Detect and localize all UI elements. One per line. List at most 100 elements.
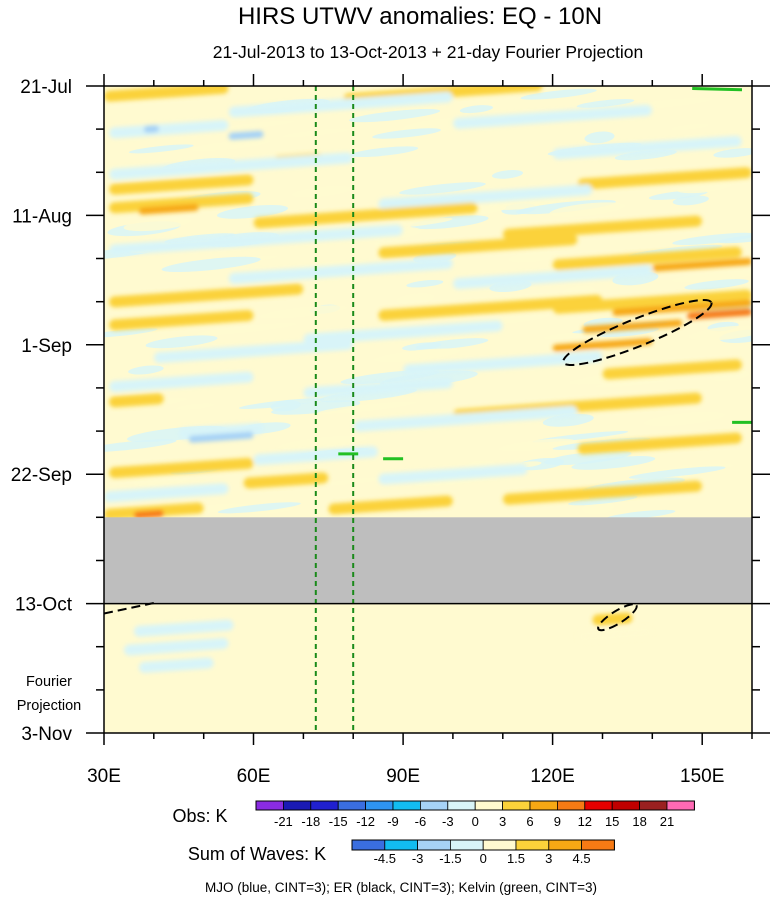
- anomaly-band: [109, 119, 229, 139]
- chart-title: HIRS UTWV anomalies: EQ - 10N: [238, 3, 602, 30]
- colorbar-level-label: -12: [356, 814, 375, 829]
- anomaly-band: [403, 351, 603, 376]
- projection-label-line1: Fourier: [26, 674, 72, 690]
- waves-colorbar: -4.5 -3 -1.5 0 1.5 3 4.5: [351, 839, 615, 866]
- texture-patch: [128, 144, 194, 154]
- texture-patch: [271, 400, 361, 415]
- chart-subtitle: 21-Jul-2013 to 13-Oct-2013 + 21-day Four…: [213, 42, 643, 62]
- texture-patch: [277, 435, 368, 450]
- anomaly-band: [503, 480, 702, 505]
- texture-patch: [216, 205, 289, 219]
- anomaly-band: [582, 319, 683, 334]
- texture-patch: [672, 195, 709, 206]
- colorbar-swatch: [351, 839, 386, 851]
- colorbar-level-label: 3: [545, 851, 552, 866]
- colorbar-swatch: [639, 800, 668, 811]
- texture-patch: [595, 377, 674, 388]
- colorbar-swatch: [611, 800, 641, 811]
- anomaly-band: [453, 264, 653, 290]
- anomaly-band: [552, 246, 742, 271]
- anomaly-band: [378, 184, 593, 210]
- anomaly-bands: [104, 86, 752, 673]
- axis-ticks: [86, 74, 770, 745]
- colorbar-level-label: 9: [554, 814, 561, 829]
- colorbar-swatch: [282, 800, 312, 811]
- y-tick-label: 13-Oct: [15, 595, 73, 616]
- texture-patch: [597, 326, 659, 338]
- colorbar-swatch: [447, 800, 476, 811]
- texture-patch: [196, 322, 297, 336]
- anomaly-band: [104, 483, 229, 503]
- texture-patch: [133, 473, 191, 487]
- anomaly-band: [577, 167, 752, 190]
- er-segment-contour: [104, 602, 155, 615]
- er-ellipse-contour: [597, 603, 638, 632]
- texture-patch: [350, 146, 419, 158]
- texture-patch: [128, 365, 164, 375]
- anomaly-band: [243, 472, 329, 489]
- anomaly-band: [577, 432, 742, 455]
- texture-patch: [576, 99, 635, 108]
- anomaly-band: [612, 299, 752, 316]
- texture-patch: [459, 105, 494, 114]
- texture-patch: [614, 149, 677, 161]
- anomaly-band: [134, 619, 234, 637]
- anomaly-band: [577, 626, 653, 643]
- waves-legend-label: Sum of Waves: K: [188, 844, 326, 864]
- x-tick-label: 30E: [87, 766, 121, 787]
- colorbar-level-label: 21: [660, 814, 674, 829]
- anomaly-band: [109, 457, 254, 479]
- colorbar-swatch: [502, 800, 531, 811]
- anomaly-band: [378, 463, 528, 485]
- plot-frame: [103, 85, 753, 734]
- anomaly-band: [109, 310, 254, 331]
- colorbar-swatch: [417, 839, 451, 851]
- anomaly-band: [552, 135, 742, 160]
- texture-patch: [676, 181, 732, 194]
- colorbar-level-label: 18: [632, 814, 646, 829]
- texture-patch: [520, 88, 597, 100]
- texture-patch: [104, 439, 177, 453]
- anomaly-band: [138, 203, 199, 215]
- anomaly-band: [328, 495, 453, 515]
- texture-patch: [571, 456, 656, 470]
- texture-patch: [161, 256, 261, 273]
- anomaly-band: [253, 202, 478, 229]
- footnote: MJO (blue, CINT=3); ER (black, CINT=3); …: [205, 880, 597, 895]
- anomaly-band: [552, 289, 752, 314]
- texture-patch: [498, 438, 576, 452]
- colorbar-swatch: [548, 839, 582, 851]
- colorbar-swatch: [310, 800, 339, 811]
- colorbar-swatch: [529, 800, 558, 811]
- texture-patch: [717, 233, 752, 244]
- anomaly-band: [687, 308, 752, 320]
- x-tick-label: 150E: [680, 766, 724, 787]
- anomaly-band: [378, 234, 578, 259]
- anomaly-band: [143, 125, 159, 133]
- x-tick-label: 60E: [237, 766, 271, 787]
- texture-patch: [217, 502, 301, 514]
- texture-patch: [349, 109, 441, 123]
- y-tick-label: 22-Sep: [11, 465, 72, 486]
- texture-patch: [406, 279, 444, 288]
- texture-patch: [396, 293, 435, 305]
- colorbar-level-label: -4.5: [374, 851, 396, 866]
- anomaly-band: [109, 152, 353, 180]
- colorbar-swatch: [255, 800, 284, 811]
- colorbar-level-label: -18: [301, 814, 320, 829]
- texture-patch: [622, 493, 670, 502]
- texture-patch: [672, 232, 752, 245]
- anomaly-band: [109, 371, 254, 392]
- texture-patch: [402, 342, 442, 351]
- colorbar-level-label: 4.5: [573, 851, 591, 866]
- texture-patch: [291, 185, 353, 198]
- texture-patch: [494, 292, 560, 304]
- x-axis-labels: 30E 60E 90E 120E 150E: [87, 766, 724, 787]
- colorbar-level-label: 1.5: [507, 851, 525, 866]
- colorbar-swatch: [384, 839, 418, 851]
- texture-patch: [374, 238, 403, 247]
- texture-patch: [317, 401, 417, 415]
- texture-patch: [373, 348, 461, 363]
- anomaly-band: [109, 393, 164, 408]
- colorbar-swatch: [337, 800, 367, 811]
